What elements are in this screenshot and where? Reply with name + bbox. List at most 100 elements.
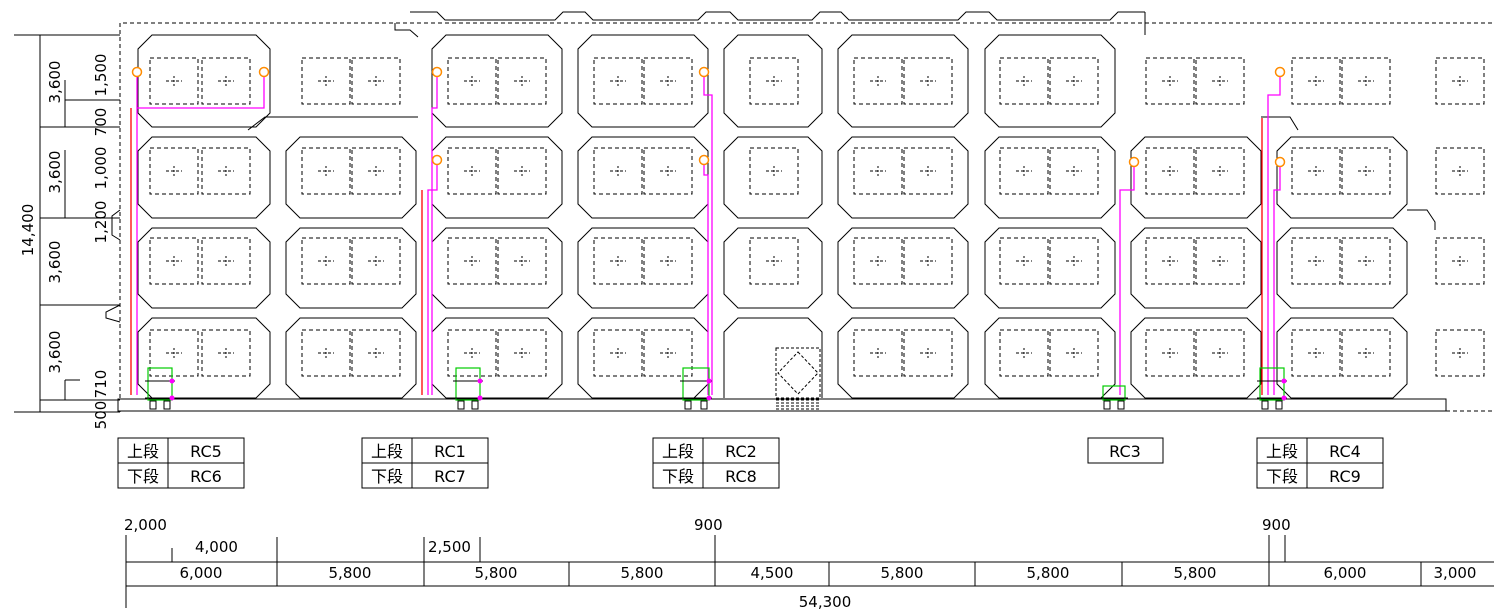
wall-opening bbox=[1276, 136, 1408, 219]
window-dashed bbox=[351, 147, 401, 195]
window-dashed bbox=[447, 237, 497, 285]
unit-leg bbox=[457, 400, 465, 410]
window-dashed bbox=[853, 237, 903, 285]
wall-opening bbox=[577, 136, 709, 219]
unit-box bbox=[682, 367, 710, 401]
wall-opening bbox=[285, 136, 417, 219]
window-dashed bbox=[1341, 237, 1391, 285]
pipe-rc1 bbox=[431, 72, 438, 395]
window-dashed bbox=[749, 237, 799, 285]
wall-opening bbox=[431, 227, 563, 309]
dim-710: 710 bbox=[92, 370, 110, 399]
window-dashed bbox=[1341, 57, 1391, 105]
table-1-upper-label: 上段 bbox=[127, 442, 159, 461]
unit-box bbox=[147, 367, 173, 401]
unit-port bbox=[706, 395, 712, 401]
dim-row-label: 6,000 bbox=[180, 564, 223, 582]
window-dashed bbox=[749, 147, 799, 195]
valve-icon bbox=[1128, 156, 1140, 168]
window-dashed bbox=[201, 237, 251, 285]
step-right bbox=[1144, 12, 1299, 131]
unit-leg bbox=[471, 400, 479, 410]
window-dashed bbox=[1291, 237, 1341, 285]
window-dashed bbox=[1195, 329, 1245, 377]
table-5-upper-code: RC4 bbox=[1329, 442, 1361, 461]
left-bracket-low bbox=[105, 304, 121, 323]
window-dashed bbox=[1435, 147, 1485, 195]
wall-opening bbox=[431, 34, 563, 128]
window-dashed bbox=[497, 147, 547, 195]
window-dashed bbox=[749, 57, 799, 105]
window-dashed bbox=[149, 147, 199, 195]
valve-icon bbox=[1274, 66, 1286, 78]
wall-opening bbox=[837, 34, 969, 128]
pipe-lines bbox=[130, 66, 1286, 395]
window-dashed bbox=[643, 329, 693, 377]
window-dashed bbox=[999, 57, 1049, 105]
wall-opening bbox=[1130, 136, 1262, 219]
window-grid bbox=[149, 57, 1485, 410]
unit-box-small bbox=[1102, 385, 1126, 401]
window-dashed bbox=[903, 329, 953, 377]
dim-third-floor: 3,600 bbox=[46, 241, 64, 284]
window-dashed bbox=[593, 57, 643, 105]
dim-900-left: 900 bbox=[694, 516, 723, 534]
dim-row-label: 5,800 bbox=[329, 564, 372, 582]
dim-1200: 1,200 bbox=[92, 201, 110, 244]
window-dashed bbox=[903, 147, 953, 195]
dim-4000: 4,000 bbox=[195, 538, 238, 556]
pipe-table-3: 上段 RC2 下段 RC8 bbox=[652, 437, 780, 489]
window-dashed bbox=[1291, 57, 1341, 105]
dim-row-label: 5,800 bbox=[475, 564, 518, 582]
table-2-lower-code: RC7 bbox=[434, 467, 466, 486]
table-5-lower-label: 下段 bbox=[1266, 467, 1298, 486]
unit-port bbox=[169, 378, 175, 384]
valve-icon bbox=[131, 66, 143, 78]
valve-icon bbox=[698, 154, 710, 166]
pipe-rc1-b bbox=[427, 160, 438, 395]
dim-2500: 2,500 bbox=[428, 538, 471, 556]
vent-box bbox=[775, 347, 821, 399]
window-dashed bbox=[1291, 147, 1341, 195]
window-dashed bbox=[643, 147, 693, 195]
window-dashed bbox=[351, 329, 401, 377]
wall-opening bbox=[723, 34, 823, 128]
window-dashed bbox=[1435, 329, 1485, 377]
wall-opening bbox=[984, 227, 1116, 309]
window-dashed bbox=[1435, 237, 1485, 285]
equipment-units bbox=[145, 367, 1287, 410]
step-far-right bbox=[1407, 209, 1436, 230]
window-dashed bbox=[999, 237, 1049, 285]
valve-icon bbox=[431, 66, 443, 78]
dim-row-label: 6,000 bbox=[1324, 564, 1367, 582]
dim-row-label: 3,000 bbox=[1434, 564, 1477, 582]
dim-row-label: 5,800 bbox=[621, 564, 664, 582]
table-3-lower-code: RC8 bbox=[725, 467, 757, 486]
window-dashed bbox=[301, 147, 351, 195]
window-dashed bbox=[301, 237, 351, 285]
window-dashed bbox=[853, 329, 903, 377]
ground-slab bbox=[117, 398, 1447, 412]
dimension-row: 6,000 5,800 5,800 5,800 4,500 5,800 5,800 5,800… bbox=[180, 564, 1477, 582]
vertical-dimensions bbox=[14, 34, 120, 413]
dim-1500: 1,500 bbox=[92, 54, 110, 97]
window-dashed bbox=[1341, 147, 1391, 195]
table-3-upper-code: RC2 bbox=[725, 442, 757, 461]
window-dashed bbox=[1049, 147, 1099, 195]
window-dashed bbox=[301, 57, 351, 105]
window-dashed bbox=[1049, 237, 1099, 285]
pipe-rc5 bbox=[136, 72, 265, 395]
window-dashed bbox=[1145, 329, 1195, 377]
window-dashed bbox=[1145, 237, 1195, 285]
window-dashed bbox=[447, 147, 497, 195]
window-dashed bbox=[643, 57, 693, 105]
window-dashed bbox=[149, 57, 199, 105]
window-dashed bbox=[1145, 147, 1195, 195]
window-dashed bbox=[903, 57, 953, 105]
window-dashed bbox=[1195, 147, 1245, 195]
wall-opening bbox=[837, 317, 969, 399]
window-dashed bbox=[447, 57, 497, 105]
window-dashed bbox=[201, 147, 251, 195]
window-dashed bbox=[903, 237, 953, 285]
table-1-lower-code: RC6 bbox=[190, 467, 222, 486]
